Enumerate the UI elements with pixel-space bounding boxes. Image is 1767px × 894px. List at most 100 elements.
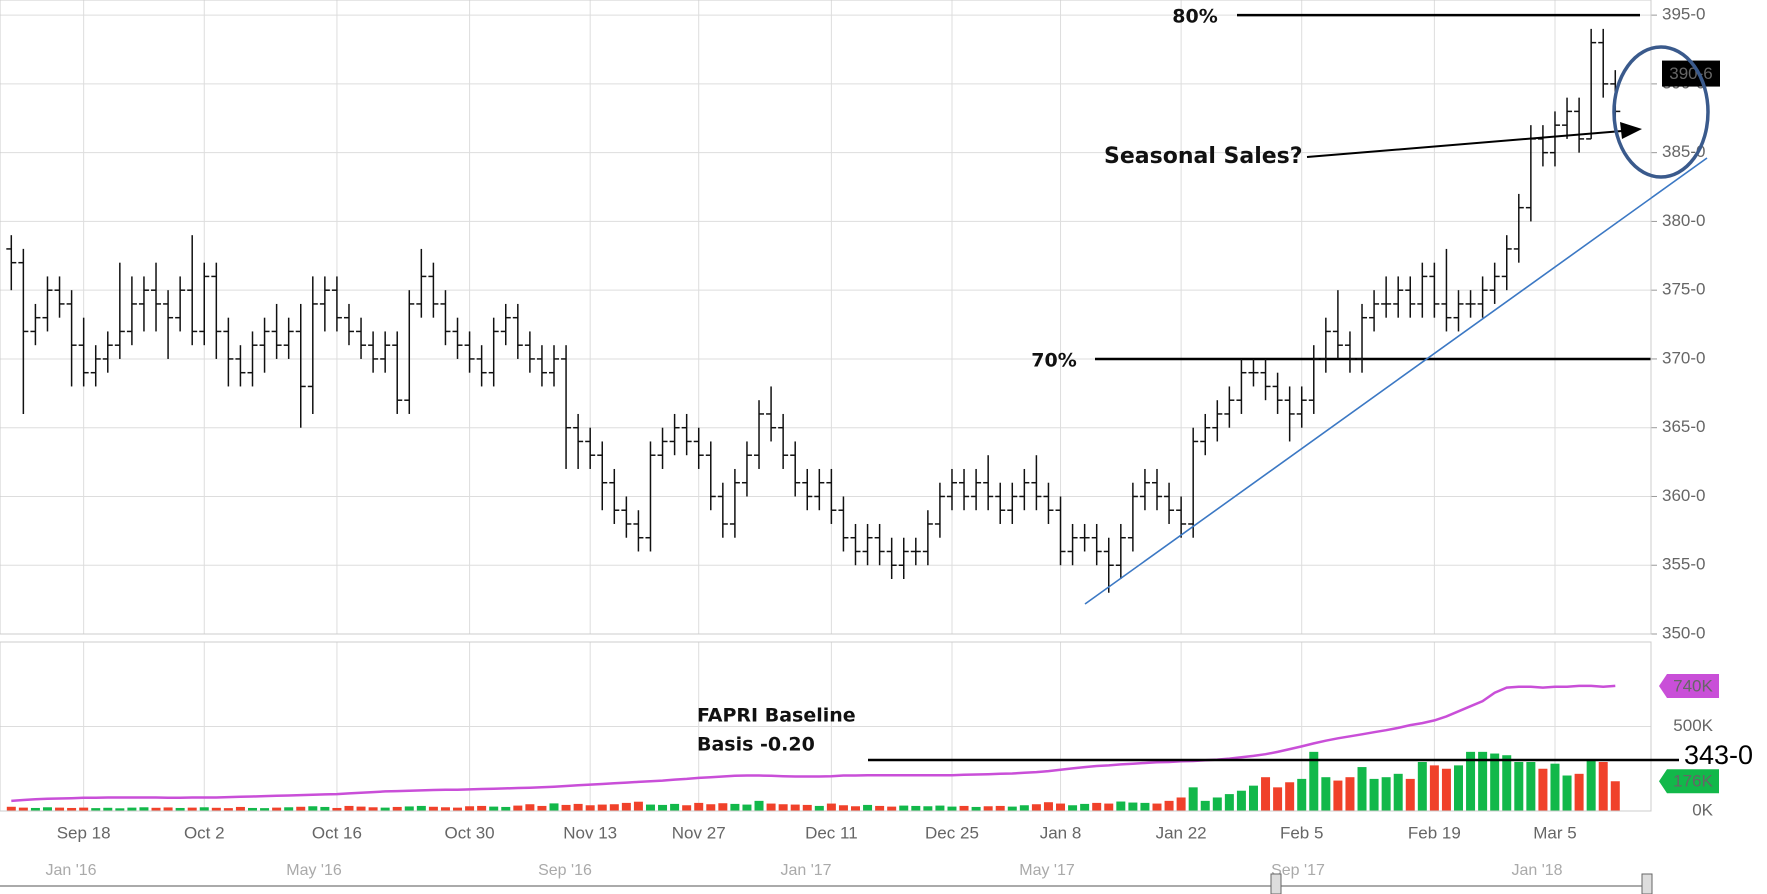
volume-bar bbox=[1297, 778, 1307, 811]
volume-bar bbox=[573, 803, 583, 811]
volume-bar bbox=[1261, 777, 1271, 811]
volume-bar bbox=[1140, 802, 1150, 811]
volume-bar bbox=[18, 807, 28, 811]
volume-bar bbox=[440, 807, 450, 811]
volume-bar bbox=[67, 807, 77, 811]
x-tick-label: Feb 19 bbox=[1408, 823, 1461, 842]
volume-bar bbox=[790, 804, 800, 811]
x-tick-label: Nov 13 bbox=[563, 823, 617, 842]
volume-bar bbox=[1490, 753, 1500, 811]
volume-bar bbox=[742, 804, 752, 811]
open-interest-last-label: 740K bbox=[1673, 676, 1713, 695]
volume-bar bbox=[971, 806, 981, 811]
volume-bar bbox=[308, 806, 318, 811]
volume-bar bbox=[1176, 797, 1186, 811]
volume-bar bbox=[1405, 778, 1415, 811]
volume-bar bbox=[887, 806, 897, 811]
volume-bar bbox=[296, 806, 306, 811]
volume-bar bbox=[199, 807, 209, 811]
volume-bar bbox=[356, 806, 366, 811]
volume-bar bbox=[1068, 805, 1078, 811]
y2-tick-label: 500K bbox=[1673, 716, 1713, 735]
volume-bar bbox=[1212, 797, 1222, 811]
y-tick-label: 395-0 bbox=[1662, 5, 1705, 24]
x-tick-label: Jan 8 bbox=[1040, 823, 1082, 842]
volume-bar bbox=[1610, 781, 1620, 811]
arrow-line bbox=[1306, 130, 1623, 158]
volume-bar bbox=[1236, 790, 1246, 811]
volume-bar bbox=[1080, 803, 1090, 811]
volume-bar bbox=[1285, 782, 1295, 811]
volume-bar bbox=[863, 804, 873, 811]
volume-bar bbox=[6, 806, 16, 811]
plot-layer: 350-0355-0360-0365-0370-0375-0380-0385-0… bbox=[0, 0, 1720, 879]
volume-bar bbox=[465, 806, 475, 811]
volume-bar bbox=[1031, 804, 1041, 811]
open-interest-last-label-box bbox=[1659, 673, 1719, 698]
volume-bar bbox=[127, 807, 137, 811]
volume-bar bbox=[561, 804, 571, 811]
y-tick-label: 355-0 bbox=[1662, 555, 1705, 574]
x-tick-label: Mar 5 bbox=[1533, 823, 1576, 842]
volume-bar bbox=[1441, 768, 1451, 811]
highlight-circle bbox=[1612, 45, 1710, 179]
volume-bar bbox=[1538, 768, 1548, 811]
annotation: Basis -0.20 bbox=[697, 734, 815, 756]
volume-bar bbox=[1598, 761, 1608, 811]
x-tick-label: Nov 27 bbox=[672, 823, 726, 842]
x-tick-label: Oct 16 bbox=[312, 823, 362, 842]
volume-bar bbox=[995, 805, 1005, 811]
level-label: 80% bbox=[1172, 6, 1217, 28]
volume-bar bbox=[1019, 805, 1029, 811]
volume-bar bbox=[1164, 800, 1174, 811]
volume-bar bbox=[1586, 760, 1596, 811]
volume-bar bbox=[670, 803, 680, 811]
volume-bar bbox=[838, 805, 848, 811]
navigator-label: Jan '17 bbox=[780, 862, 831, 879]
volume-bar bbox=[368, 807, 378, 811]
volume-bar bbox=[1369, 778, 1379, 811]
volume-bar bbox=[223, 808, 233, 811]
volume-bar bbox=[718, 803, 728, 811]
volume-bar bbox=[404, 806, 414, 811]
x-tick-label: Jan 22 bbox=[1156, 823, 1207, 842]
y-tick-label: 360-0 bbox=[1662, 486, 1705, 505]
navigator-handle[interactable] bbox=[1270, 873, 1282, 894]
volume-bar bbox=[79, 807, 89, 811]
annotation: FAPRI Baseline bbox=[697, 705, 856, 727]
volume-bar bbox=[211, 807, 221, 811]
volume-bar bbox=[235, 806, 245, 811]
y-tick-label: 380-0 bbox=[1662, 211, 1705, 230]
last-price-label: 390-6 bbox=[1669, 64, 1712, 83]
volume-bar bbox=[1393, 773, 1403, 811]
y-tick-label: 350-0 bbox=[1662, 623, 1705, 642]
volume-bar bbox=[163, 807, 173, 811]
volume-bar bbox=[525, 804, 535, 811]
navigator-label: Jan '18 bbox=[1511, 862, 1562, 879]
navigator-handle[interactable] bbox=[1641, 873, 1653, 894]
volume-bar bbox=[766, 803, 776, 811]
volume-last-label-box bbox=[1659, 769, 1719, 794]
volume-bar bbox=[1152, 803, 1162, 811]
volume-bar bbox=[248, 807, 257, 811]
y-tick-label: 375-0 bbox=[1662, 280, 1705, 299]
volume-bar bbox=[851, 806, 860, 811]
x-tick-label: Oct 30 bbox=[445, 823, 495, 842]
volume-bar bbox=[1345, 777, 1355, 811]
volume-bar bbox=[585, 805, 595, 811]
volume-last-label: 176K bbox=[1673, 772, 1713, 791]
volume-bar bbox=[1357, 767, 1367, 811]
volume-bar bbox=[1333, 780, 1343, 811]
volume-bar bbox=[284, 807, 294, 811]
volume-bar bbox=[1562, 775, 1572, 811]
volume-bar bbox=[1478, 751, 1488, 811]
volume-bar bbox=[1273, 787, 1283, 811]
y-tick-label: 365-0 bbox=[1662, 417, 1705, 436]
volume-bar bbox=[1092, 802, 1102, 811]
x-tick-label: Sep 18 bbox=[57, 823, 111, 842]
volume-bar bbox=[1526, 761, 1536, 811]
volume-bar bbox=[645, 804, 655, 811]
volume-bar bbox=[1466, 751, 1476, 811]
navigator-label: Sep '16 bbox=[538, 862, 592, 879]
